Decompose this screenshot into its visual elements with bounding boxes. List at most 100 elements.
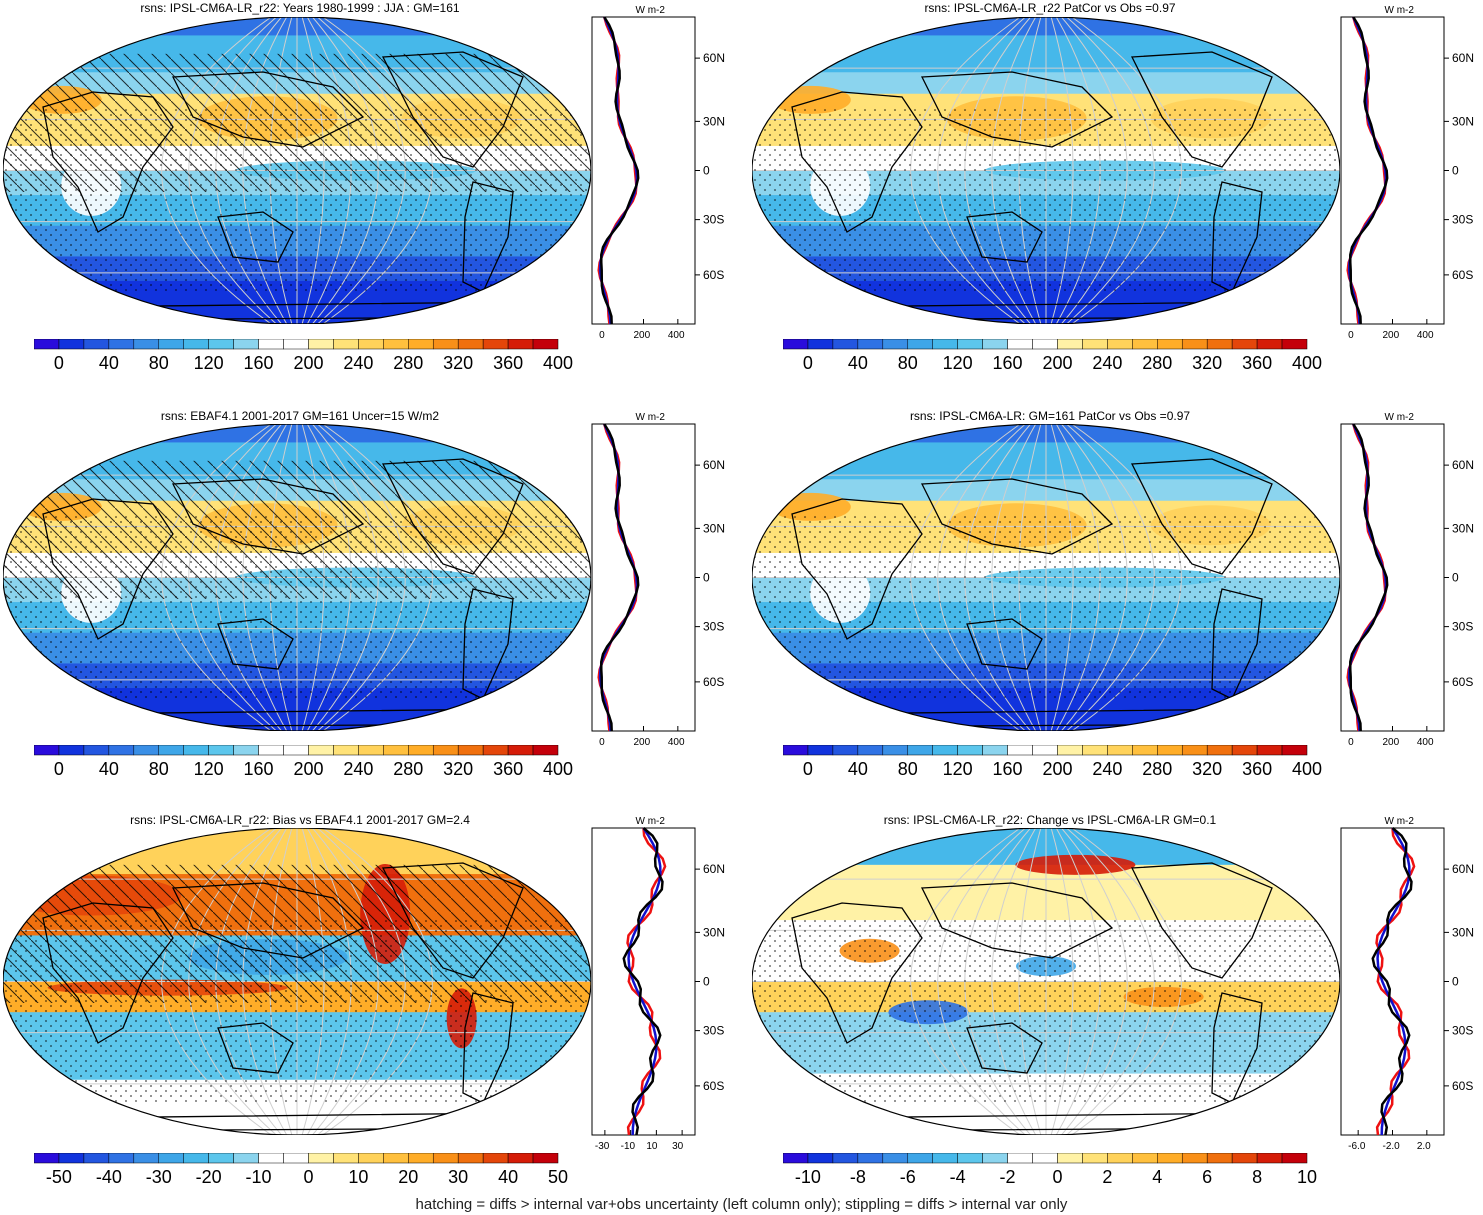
x-tick-label: 400 [668, 737, 685, 748]
colorbar-swatch [358, 339, 384, 350]
colorbar-tick-label: 200 [293, 353, 324, 373]
colorbar-swatch [1231, 1153, 1258, 1164]
colorbar-swatch [383, 1153, 409, 1164]
profile-units: W m-2 [1385, 5, 1415, 16]
map-border [752, 424, 1340, 731]
map-p6 [752, 828, 1340, 1135]
coastline [920, 882, 1114, 959]
colorbar-tick-label: 120 [193, 759, 224, 779]
profile-series-line [1349, 423, 1389, 732]
colorbar-tick-label: 0 [1052, 1167, 1063, 1187]
colorbar-swatch [932, 745, 958, 756]
colorbar-swatch [34, 339, 60, 350]
lat-tick-label: 0 [703, 164, 710, 178]
colorbar-swatch [1057, 339, 1083, 350]
lat-tick-label: 30S [703, 1024, 724, 1038]
lat-tick-label: 0 [1452, 164, 1459, 178]
colorbar-tick-label: 280 [1142, 353, 1173, 373]
colorbar-swatch [358, 1153, 384, 1164]
colorbar-swatch [932, 1153, 958, 1164]
colorbar-swatch [133, 745, 160, 756]
colorbar-tick-label: 20 [398, 1167, 419, 1187]
lat-tick-label: 0 [1452, 571, 1459, 585]
colorbar-tick-label: 360 [493, 353, 524, 373]
x-tick-label: 200 [634, 737, 651, 748]
zonal-profile: W m-2 60N 30N 0 30S 60S 0 200 400 [1340, 5, 1474, 341]
colorbar-swatch [333, 745, 359, 756]
lat-tick-label: 30S [703, 620, 724, 634]
profile-units: W m-2 [636, 816, 666, 827]
colorbar-swatch [233, 1153, 259, 1164]
colorbar-swatch [1206, 339, 1233, 350]
colorbar-tick-label: 10 [1296, 1167, 1318, 1187]
lat-tick-label: 30N [1452, 925, 1474, 939]
coastline [1130, 862, 1273, 979]
colorbar-swatch [832, 339, 859, 350]
colorbar-swatch [158, 745, 184, 756]
lat-tick-label: 60S [1452, 675, 1473, 689]
colorbar-tick-label: 240 [343, 353, 374, 373]
colorbar-swatch [783, 1153, 809, 1164]
coastline [1130, 51, 1273, 168]
map-p4 [752, 424, 1340, 731]
colorbar-tick-label: 280 [393, 353, 424, 373]
colorbar-swatch [1206, 1153, 1233, 1164]
colorbar-tick-label: 280 [393, 759, 424, 779]
colorbar-swatch [283, 339, 309, 350]
colorbar-swatch [108, 745, 135, 756]
colorbar-tick-label: 40 [847, 353, 868, 373]
colorbar-swatch [408, 745, 434, 756]
field-blob [1015, 854, 1136, 875]
x-tick-label: -6.0 [1348, 1141, 1366, 1152]
profile-series-line [600, 423, 640, 732]
colorbar-swatch [208, 339, 234, 350]
panel-title: rsns: IPSL-CM6A-LR_r22 PatCor vs Obs =0.… [924, 1, 1176, 15]
colorbar-swatch [1132, 339, 1158, 350]
colorbar-swatch [408, 1153, 434, 1164]
map-border [752, 17, 1340, 324]
colorbar [34, 1153, 559, 1164]
colorbar-swatch [158, 1153, 184, 1164]
colorbar-swatch [432, 1153, 459, 1164]
coastline [966, 618, 1043, 670]
colorbar-tick-label: 0 [303, 1167, 314, 1187]
colorbar-swatch [1157, 339, 1183, 350]
colorbar-tick-label: -10 [245, 1167, 272, 1187]
x-tick-label: 400 [1417, 330, 1434, 341]
colorbar-tick-label: 320 [1192, 353, 1223, 373]
colorbar-tick-label: -20 [195, 1167, 222, 1187]
colorbar-swatch [807, 1153, 834, 1164]
colorbar-swatch [1032, 339, 1058, 350]
colorbar-swatch [83, 339, 110, 350]
lat-tick-label: 30N [703, 114, 725, 128]
colorbar-swatch [183, 745, 209, 756]
colorbar [783, 745, 1308, 756]
colorbar-swatch [982, 339, 1008, 350]
colorbar-tick-label: 80 [148, 353, 169, 373]
colorbar-swatch [783, 339, 809, 350]
zonal-profile: W m-2 60N 30N 0 30S 60S -6.0 -2.0 2.0 [1340, 816, 1474, 1152]
profile-series-line [1375, 827, 1416, 1136]
colorbar-swatch [1007, 745, 1033, 756]
colorbar-tick-label: 360 [493, 759, 524, 779]
map-border [3, 17, 591, 324]
colorbar-tick-label: -4 [949, 1167, 966, 1187]
colorbar-swatch [383, 745, 409, 756]
colorbar-swatch [1281, 1153, 1308, 1164]
colorbar-swatch [1281, 339, 1308, 350]
colorbar-swatch [308, 1153, 334, 1164]
x-tick-label: 10 [646, 1141, 658, 1152]
profile-units: W m-2 [636, 5, 666, 16]
colorbar-swatch [882, 745, 909, 756]
colorbar-swatch [907, 745, 933, 756]
colorbar-tick-label: 0 [802, 353, 813, 373]
lat-tick-label: 0 [1452, 975, 1459, 989]
map-p2 [752, 17, 1340, 324]
colorbar-tick-label: 120 [942, 759, 973, 779]
colorbar-swatch [907, 1153, 933, 1164]
lat-tick-label: 60S [1452, 1079, 1473, 1093]
colorbar-swatch [1032, 745, 1058, 756]
colorbar-swatch [482, 1153, 509, 1164]
x-tick-label: 0 [599, 737, 605, 748]
colorbar [783, 339, 1308, 350]
